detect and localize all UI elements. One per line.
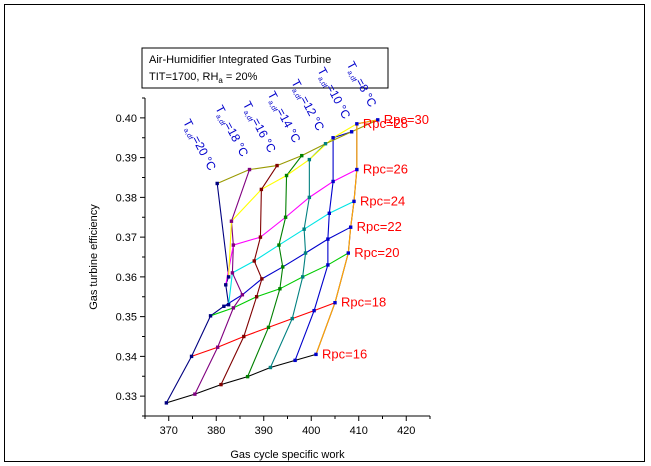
y-tick-label: 0.36 — [116, 272, 137, 284]
data-point — [331, 136, 335, 140]
data-point — [346, 251, 350, 255]
data-point — [293, 358, 297, 363]
data-point — [219, 382, 223, 387]
rpc-label-30: Rpc=30 — [384, 112, 429, 127]
rpc-label-22: Rpc=22 — [357, 219, 402, 234]
data-point — [314, 352, 318, 357]
y-tick-label: 0.35 — [116, 312, 137, 324]
rpc-label-26: Rpc=26 — [363, 162, 408, 177]
data-point — [355, 122, 359, 126]
rpc-curve-24 — [228, 200, 355, 305]
data-point — [275, 163, 279, 168]
data-point — [193, 392, 197, 396]
rpc-label-24: Rpc=24 — [360, 193, 405, 208]
figure-frame — [4, 4, 645, 462]
legend-box — [141, 47, 389, 89]
rpc-label-20: Rpc=20 — [354, 245, 399, 260]
data-point — [326, 263, 330, 267]
data-point — [215, 181, 219, 186]
x-tick-label: 420 — [397, 425, 415, 437]
data-point — [307, 157, 312, 162]
tdf-curve-10 — [294, 131, 352, 361]
data-point — [327, 211, 331, 215]
data-point — [278, 287, 282, 291]
data-point — [355, 167, 359, 172]
data-point — [266, 325, 271, 330]
x-tick-label: 380 — [207, 425, 225, 437]
y-tick-label: 0.33 — [116, 391, 137, 403]
data-point — [326, 237, 330, 241]
y-tick-label: 0.39 — [116, 153, 137, 165]
data-point — [323, 142, 328, 146]
data-point — [331, 179, 335, 184]
data-point — [164, 401, 169, 405]
data-point — [231, 306, 236, 310]
data-point — [307, 195, 312, 200]
data-point — [226, 275, 231, 279]
data-point — [283, 215, 288, 219]
legend-subtitle: TIT=1700, RHa = 20% — [149, 71, 258, 85]
data-point — [258, 235, 263, 239]
tdf-label-20: Ta,df=20 °C — [178, 117, 219, 174]
legend-title: Air-Humidifier Integrated Gas Turbine — [149, 54, 331, 66]
data-point — [229, 219, 234, 223]
data-point — [230, 271, 235, 275]
tdf-curve-8 — [315, 119, 378, 355]
y-axis-label: Gas turbine efficiency — [88, 204, 100, 310]
data-point — [312, 308, 316, 313]
data-point — [376, 118, 380, 122]
data-point — [303, 251, 308, 255]
data-point — [208, 314, 213, 318]
tdf-curve-12 — [269, 143, 326, 368]
x-axis-label: Gas cycle specific work — [230, 449, 345, 461]
data-point — [349, 130, 354, 134]
data-point — [224, 283, 228, 287]
data-point — [226, 303, 231, 307]
rpc-label-28: Rpc=28 — [363, 116, 408, 131]
data-point — [348, 225, 353, 229]
data-point — [259, 187, 264, 192]
data-point — [252, 259, 256, 263]
data-point — [268, 365, 273, 370]
tdf-curve-14 — [247, 155, 303, 377]
x-tick-label: 410 — [350, 425, 368, 437]
x-tick-label: 370 — [160, 425, 178, 437]
x-tick-label: 390 — [255, 425, 273, 437]
y-tick-label: 0.37 — [116, 232, 137, 244]
data-point — [352, 199, 356, 204]
tdf-curve-20 — [165, 183, 230, 404]
data-point — [290, 316, 294, 321]
y-tick-label: 0.38 — [116, 192, 137, 204]
data-point — [231, 243, 236, 247]
data-point — [215, 345, 220, 349]
tdf-curve-16 — [220, 165, 278, 385]
data-point — [245, 374, 250, 379]
data-point — [302, 227, 306, 231]
data-point — [189, 354, 194, 359]
tdf-curve-18 — [194, 169, 251, 395]
y-tick-label: 0.40 — [116, 113, 137, 125]
data-point — [260, 277, 264, 281]
rpc-curve-26 — [225, 169, 358, 285]
y-tick-label: 0.34 — [116, 351, 137, 363]
data-point — [242, 334, 246, 339]
data-point — [281, 265, 285, 269]
data-point — [301, 275, 305, 279]
data-point — [300, 153, 304, 158]
data-point — [240, 293, 245, 297]
data-point — [247, 167, 252, 172]
data-point — [222, 304, 226, 308]
rpc-label-18: Rpc=18 — [341, 295, 386, 310]
data-point — [284, 173, 289, 178]
tdf-curve-edge — [315, 119, 378, 355]
x-tick-label: 400 — [302, 425, 320, 437]
data-point — [277, 243, 281, 247]
data-point — [254, 295, 259, 299]
rpc-label-16: Rpc=16 — [322, 346, 367, 361]
data-point — [333, 301, 337, 305]
